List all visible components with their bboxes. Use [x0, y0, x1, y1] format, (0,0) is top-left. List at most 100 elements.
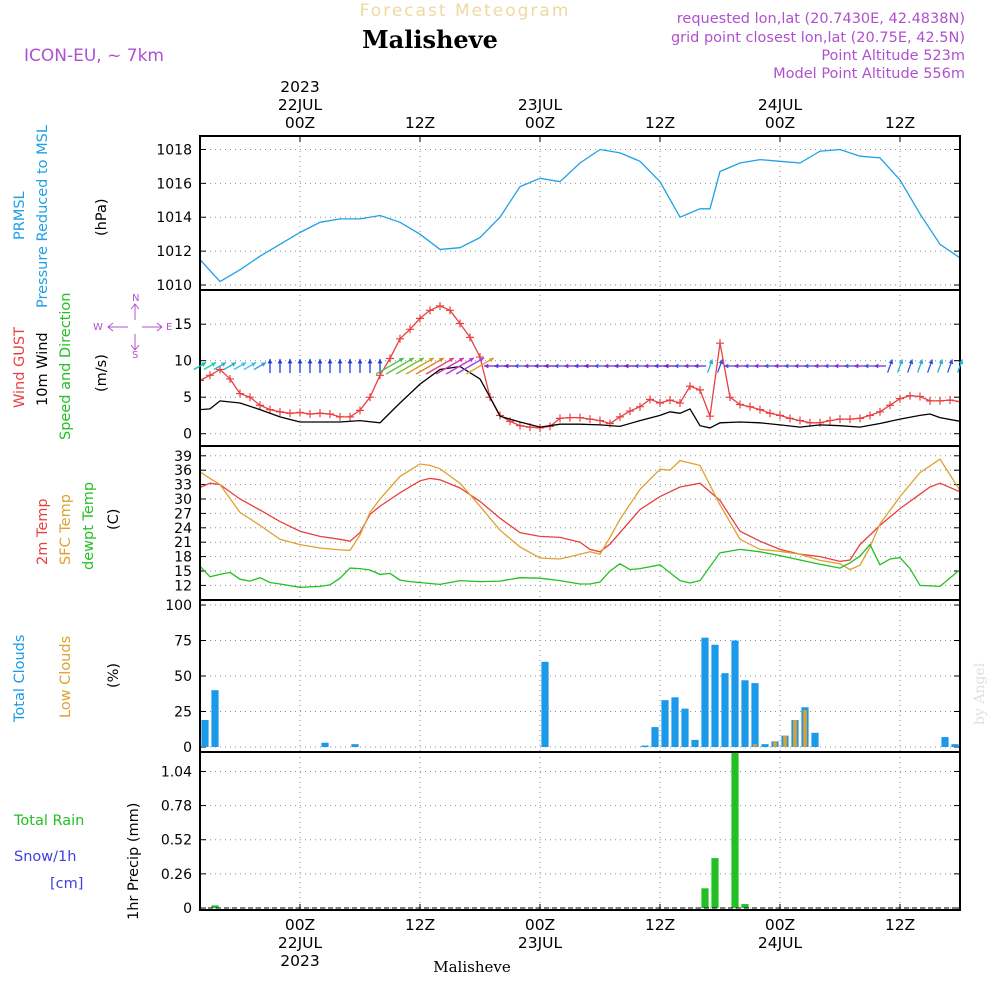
- wind-arrow-head: [448, 358, 454, 363]
- gust-marker: [296, 408, 304, 417]
- pressure-y-tick-label: 1016: [156, 176, 192, 192]
- compass-north: N: [132, 293, 139, 304]
- wind-arrow: [395, 357, 425, 375]
- gust-marker: [200, 376, 204, 385]
- wind-arrow: [367, 359, 373, 373]
- temperature-y-tick-label: 30: [174, 492, 192, 508]
- gust-marker: [916, 392, 924, 401]
- wind-arrow: [377, 359, 383, 373]
- wind-arrow-head: [708, 359, 714, 365]
- precip-unit: 1hr Precip (mm): [126, 803, 142, 920]
- gust-marker: [626, 407, 634, 416]
- wind-arrow-head: [724, 363, 729, 369]
- gust-marker: [866, 411, 874, 420]
- wind-arrow-shaft: [405, 357, 435, 375]
- temp-dewpt-label: dewpt Temp: [81, 482, 97, 570]
- gust-marker: [276, 407, 284, 416]
- wind-arrow: [886, 359, 894, 373]
- gust-marker: [236, 389, 244, 398]
- wind-arrow: [317, 359, 323, 373]
- wind-arrow-shaft: [395, 357, 425, 375]
- pressure-panel: 1010 1012 1014 1016 1018: [156, 135, 961, 294]
- wind-arrow-head: [938, 359, 944, 365]
- temp-labels: 2m Temp SFC Temp dewpt Temp (C): [35, 482, 122, 570]
- precip-y-tick-label: 0.78: [161, 799, 192, 815]
- wind-arrow-head: [654, 363, 659, 369]
- total-rain-bar: [701, 888, 709, 908]
- gust-marker: [796, 416, 804, 425]
- wind-arrow-head: [594, 363, 599, 369]
- precip-panel: 0 0.26 0.52 0.78 1.04: [161, 751, 961, 917]
- low-clouds-bar: [783, 735, 787, 747]
- gust-marker: [746, 402, 754, 411]
- wind-gust-label: Wind GUST: [12, 327, 28, 408]
- gust-marker: [886, 401, 894, 410]
- wind-arrow: [445, 357, 475, 375]
- gust-marker: [576, 413, 584, 422]
- precip-y-tick-label: 0: [183, 901, 192, 917]
- wind-arrow: [956, 359, 964, 373]
- clouds-grid: [200, 600, 960, 752]
- wind-arrow-head: [774, 363, 779, 369]
- bottom-time-label: 12Z: [405, 916, 435, 934]
- wind-panel: 0 5 10 15: [174, 289, 961, 447]
- wind-arrow: [946, 359, 954, 373]
- gust-marker: [776, 411, 784, 420]
- wind-arrow: [347, 359, 353, 373]
- wind-arrow-head: [408, 358, 414, 363]
- total-clouds-bar: [671, 697, 679, 747]
- sfc-temp-line: [200, 458, 960, 571]
- compass-south: S: [132, 350, 138, 361]
- clouds-plot: [201, 637, 959, 748]
- 2m-temp-line: [200, 477, 960, 563]
- gust-marker: [206, 371, 214, 380]
- wind-arrow-head: [684, 363, 689, 369]
- snow-label: Snow/1h: [14, 849, 76, 865]
- wind-arrow-head: [327, 359, 333, 364]
- precip-y-tick-label: 0.52: [161, 833, 192, 849]
- wind-10m-label: 10m Wind: [35, 332, 51, 406]
- gust-marker: [536, 423, 544, 432]
- temp-sfc-label: SFC Temp: [58, 494, 74, 565]
- pressure-labels: PRMSL Pressure Reduced to MSL (hPa): [12, 125, 110, 308]
- gust-marker: [706, 412, 714, 421]
- top-time-label: 12Z: [405, 114, 435, 132]
- gust-marker: [266, 405, 274, 414]
- model-label: ICON-EU, ~ 7km: [24, 46, 164, 66]
- total-clouds-bar: [721, 673, 729, 747]
- wind-arrow-head: [398, 358, 404, 363]
- wind-y-tick-label: 10: [174, 354, 192, 370]
- wind-arrow-head: [604, 363, 609, 369]
- wind-arrow-head: [277, 359, 283, 364]
- wind-arrow: [193, 361, 207, 371]
- wind-arrow-head: [428, 358, 434, 363]
- bottom-time-label: 22JUL: [278, 934, 323, 952]
- low-clouds-label: Low Clouds: [58, 636, 74, 718]
- gust-marker: [426, 306, 434, 315]
- gust-marker: [856, 414, 864, 423]
- gust-marker: [306, 409, 314, 418]
- gust-marker: [406, 325, 414, 334]
- total-clouds-bar: [761, 744, 769, 747]
- top-time-label: 12Z: [645, 114, 675, 132]
- gust-marker: [876, 407, 884, 416]
- top-time-label: 23JUL: [518, 96, 563, 114]
- wind-speed-direction-label: Speed and Direction: [58, 293, 74, 440]
- temperature-grid: [200, 446, 960, 600]
- gust-marker: [926, 396, 934, 405]
- gust-marker: [636, 402, 644, 411]
- wind-arrow-head: [584, 363, 589, 369]
- low-clouds-bar: [773, 741, 777, 747]
- wind-arrow-head: [267, 359, 273, 364]
- wind-arrow: [243, 361, 257, 371]
- gust-marker: [316, 409, 324, 418]
- low-clouds-bar: [753, 744, 757, 747]
- gust-marker: [436, 301, 444, 310]
- gust-marker: [386, 354, 394, 363]
- wind-arrow: [253, 361, 267, 371]
- total-clouds-bar: [951, 744, 959, 747]
- total-rain-bar: [741, 904, 749, 908]
- low-clouds-bar: [803, 710, 807, 747]
- wind-arrow-head: [261, 362, 267, 367]
- clouds-y-tick-label: 100: [165, 598, 192, 614]
